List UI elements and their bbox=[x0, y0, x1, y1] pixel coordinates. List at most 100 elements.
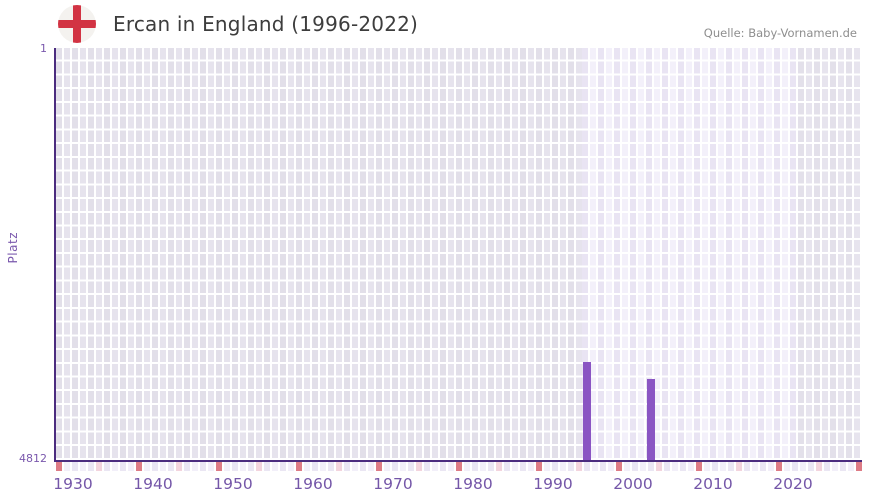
strip-cell bbox=[632, 462, 638, 471]
strip-cell bbox=[800, 462, 806, 471]
strip-cell bbox=[192, 462, 198, 471]
strip-cell bbox=[720, 462, 726, 471]
strip-cell bbox=[184, 462, 190, 471]
strip-cell bbox=[112, 462, 118, 471]
x-tick-1980: 1980 bbox=[453, 475, 493, 493]
page-title: Ercan in England (1996-2022) bbox=[113, 12, 419, 36]
strip-cell bbox=[384, 462, 390, 471]
strip-cell bbox=[760, 462, 766, 471]
strip-cell bbox=[88, 462, 94, 471]
strip-cell bbox=[568, 462, 574, 471]
strip-cell bbox=[224, 462, 230, 471]
strip-cell bbox=[848, 462, 854, 471]
strip-cell bbox=[456, 462, 462, 471]
strip-cell bbox=[688, 462, 694, 471]
strip-cell bbox=[304, 462, 310, 471]
strip-cell bbox=[808, 462, 814, 471]
x-tick-1960: 1960 bbox=[293, 475, 333, 493]
strip-cell bbox=[480, 462, 486, 471]
strip-cell bbox=[768, 462, 774, 471]
strip-cell bbox=[296, 462, 302, 471]
strip-cell bbox=[128, 462, 134, 471]
x-axis-ticks: 1930 1940 1950 1960 1970 1980 1990 2000 2010 2020 bbox=[53, 475, 866, 495]
strip-cell bbox=[280, 462, 286, 471]
strip-cell bbox=[376, 462, 382, 471]
strip-cell bbox=[648, 462, 654, 471]
strip-cell bbox=[832, 462, 838, 471]
strip-cell bbox=[672, 462, 678, 471]
background-region-pre-data bbox=[56, 48, 582, 460]
strip-cell bbox=[160, 462, 166, 471]
x-tick-2020: 2020 bbox=[773, 475, 813, 493]
background-region-post-data bbox=[798, 48, 862, 460]
bar-2004 bbox=[647, 378, 655, 460]
strip-cell bbox=[728, 462, 734, 471]
strip-cell bbox=[520, 462, 526, 471]
strip-cell bbox=[784, 462, 790, 471]
strip-cell bbox=[360, 462, 366, 471]
strip-cell bbox=[64, 462, 70, 471]
strip-cell bbox=[856, 462, 862, 471]
strip-cell bbox=[776, 462, 782, 471]
strip-cell bbox=[152, 462, 158, 471]
strip-cell bbox=[576, 462, 582, 471]
strip-cell bbox=[104, 462, 110, 471]
x-tick-2010: 2010 bbox=[693, 475, 733, 493]
x-tick-1990: 1990 bbox=[533, 475, 573, 493]
strip-cell bbox=[168, 462, 174, 471]
strip-cell bbox=[176, 462, 182, 471]
england-flag-icon bbox=[58, 5, 96, 43]
strip-cell bbox=[240, 462, 246, 471]
strip-cell bbox=[792, 462, 798, 471]
strip-cell bbox=[56, 462, 62, 471]
strip-cell bbox=[744, 462, 750, 471]
strip-cell bbox=[424, 462, 430, 471]
strip-cell bbox=[624, 462, 630, 471]
strip-cell bbox=[264, 462, 270, 471]
x-tick-1930: 1930 bbox=[53, 475, 93, 493]
strip-cell bbox=[536, 462, 542, 471]
strip-cell bbox=[736, 462, 742, 471]
strip-cell bbox=[400, 462, 406, 471]
strip-cell bbox=[488, 462, 494, 471]
y-axis-top-tick: 1 bbox=[40, 42, 47, 55]
x-tick-1950: 1950 bbox=[213, 475, 253, 493]
strip-cell bbox=[216, 462, 222, 471]
strip-cell bbox=[592, 462, 598, 471]
strip-cell bbox=[472, 462, 478, 471]
strip-cell bbox=[344, 462, 350, 471]
strip-cell bbox=[248, 462, 254, 471]
strip-cell bbox=[640, 462, 646, 471]
strip-cell bbox=[320, 462, 326, 471]
strip-cell bbox=[440, 462, 446, 471]
y-axis-label: Platz bbox=[6, 232, 20, 264]
strip-cell bbox=[312, 462, 318, 471]
strip-cell bbox=[512, 462, 518, 471]
x-tick-1970: 1970 bbox=[373, 475, 413, 493]
strip-cell bbox=[336, 462, 342, 471]
strip-cell bbox=[328, 462, 334, 471]
y-axis-bottom-tick: 4812 bbox=[19, 452, 47, 465]
strip-cell bbox=[560, 462, 566, 471]
strip-cell bbox=[712, 462, 718, 471]
strip-cell bbox=[704, 462, 710, 471]
strip-cell bbox=[120, 462, 126, 471]
strip-cell bbox=[616, 462, 622, 471]
strip-cell bbox=[544, 462, 550, 471]
strip-cell bbox=[232, 462, 238, 471]
strip-cell bbox=[816, 462, 822, 471]
strip-cell bbox=[416, 462, 422, 471]
x-tick-2000: 2000 bbox=[613, 475, 653, 493]
year-marker-strip bbox=[56, 462, 866, 471]
strip-cell bbox=[136, 462, 142, 471]
strip-cell bbox=[256, 462, 262, 471]
strip-cell bbox=[504, 462, 510, 471]
strip-cell bbox=[208, 462, 214, 471]
strip-cell bbox=[200, 462, 206, 471]
strip-cell bbox=[600, 462, 606, 471]
strip-cell bbox=[272, 462, 278, 471]
background-region-data bbox=[582, 48, 798, 460]
strip-cell bbox=[72, 462, 78, 471]
strip-cell bbox=[432, 462, 438, 471]
